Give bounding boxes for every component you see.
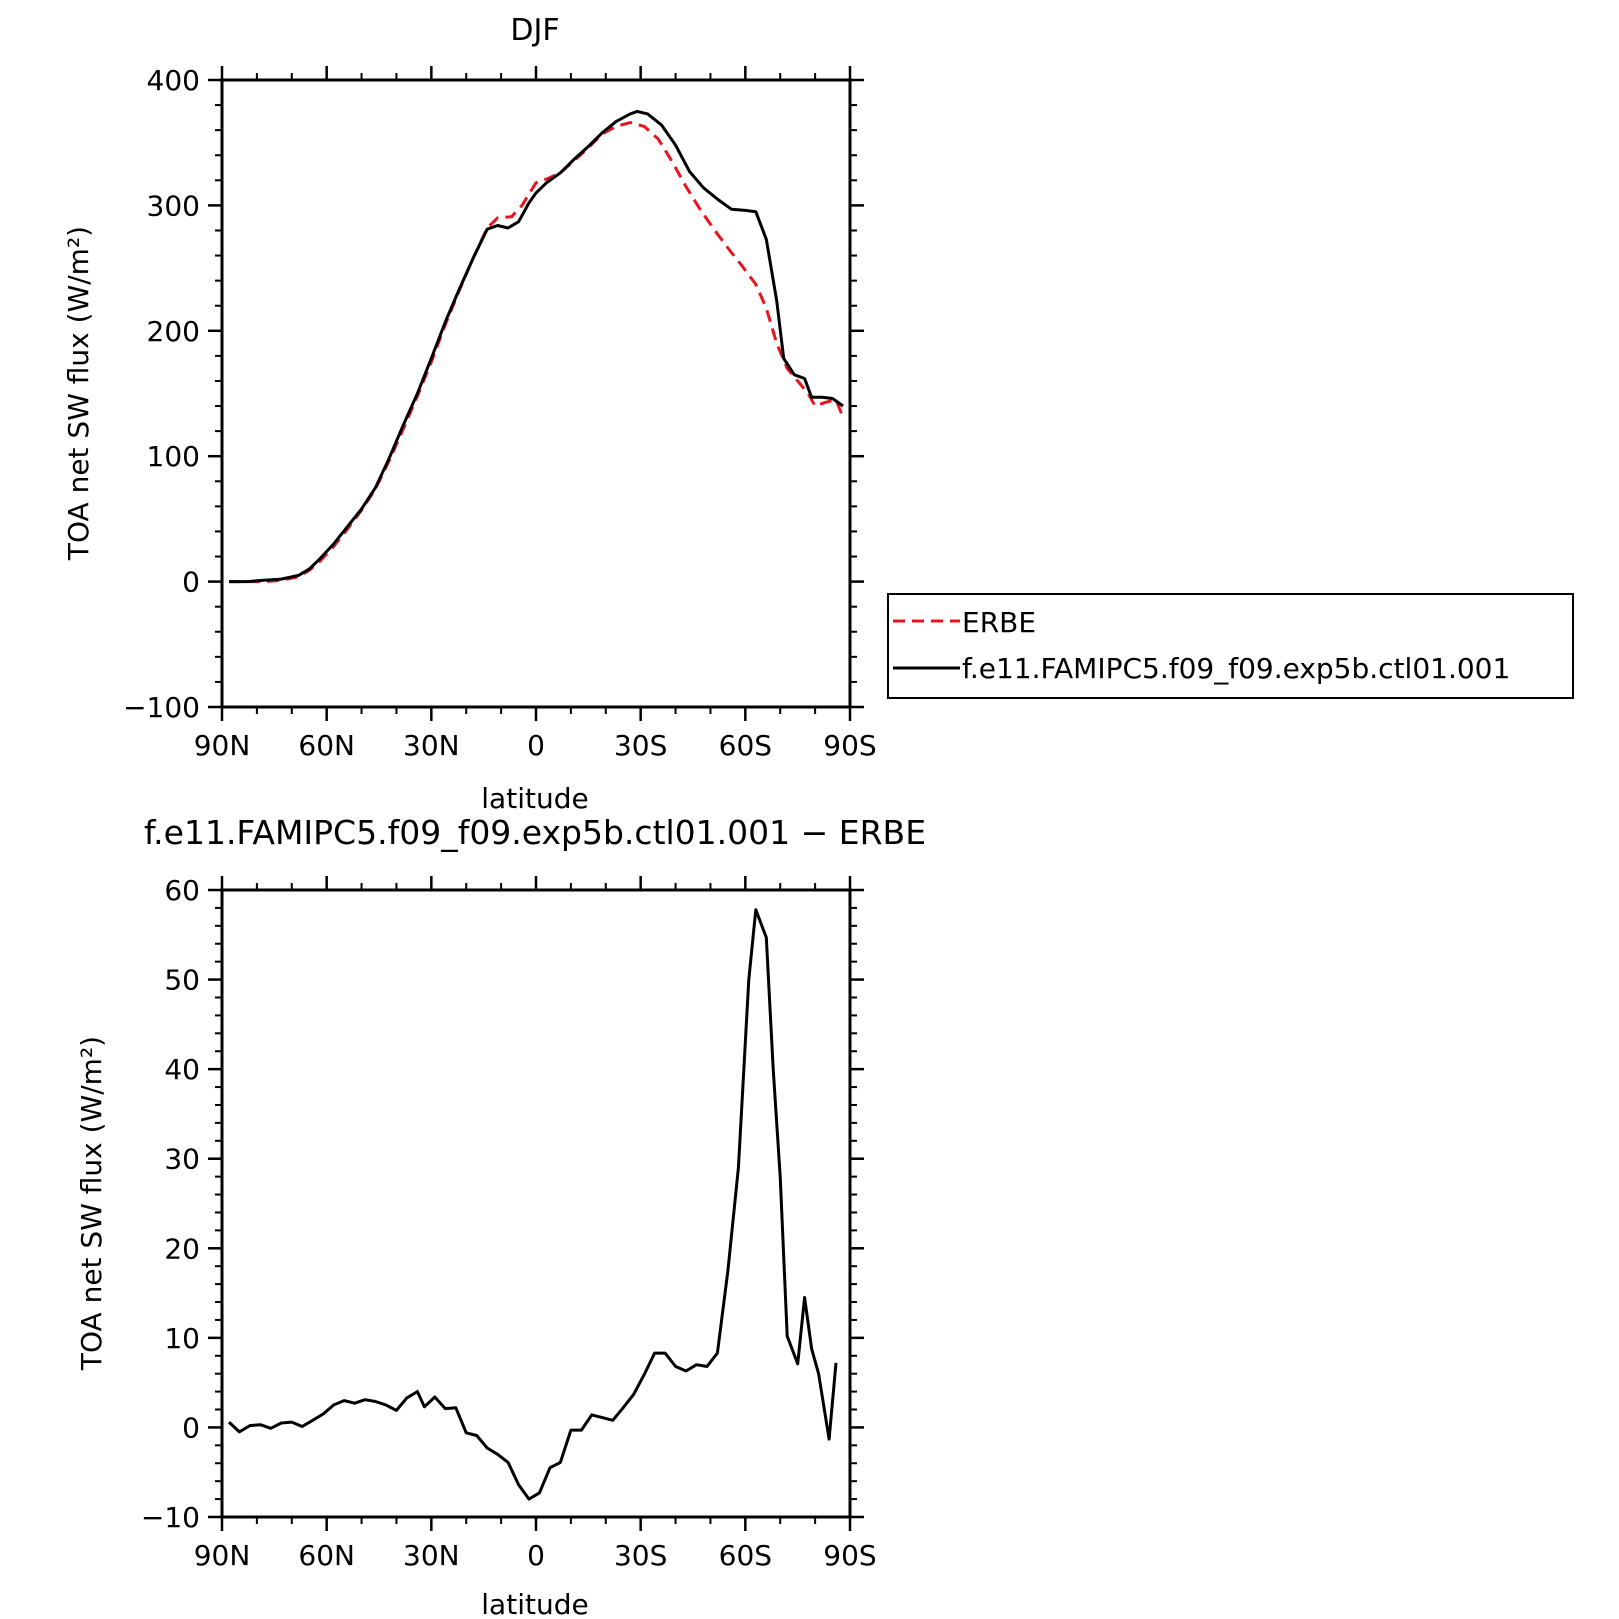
- y-tick-label: 200: [147, 315, 200, 348]
- chart-title: f.e11.FAMIPC5.f09_f09.exp5b.ctl01.001 − …: [144, 813, 926, 852]
- y-tick-labels: −10 0 10 20 30 40 50 60: [141, 874, 200, 1534]
- y-tick-label: 0: [182, 1411, 200, 1444]
- plot-frame: [220, 888, 852, 1519]
- x-tick-label: 90S: [823, 1539, 876, 1572]
- chart-title: DJF: [510, 13, 559, 48]
- legend-label-model: f.e11.FAMIPC5.f09_f09.exp5b.ctl01.001: [962, 652, 1510, 685]
- series-line-erbe: [229, 121, 845, 584]
- x-tick-label: 90N: [194, 1539, 251, 1572]
- x-tick-label: 30N: [403, 1539, 460, 1572]
- x-tick-label: 60S: [719, 1539, 772, 1572]
- x-tick-label: 0: [527, 729, 545, 762]
- y-tick-label: 30: [164, 1143, 200, 1176]
- y-axis-label: TOA net SW flux (W/m²): [62, 226, 95, 561]
- legend-box: [887, 593, 1574, 699]
- y-tick-label: 100: [147, 440, 200, 473]
- y-tick-label: 10: [164, 1322, 200, 1355]
- x-tick-label: 60N: [298, 1539, 355, 1572]
- y-tick-label: 60: [164, 874, 200, 907]
- y-tick-label: 20: [164, 1232, 200, 1265]
- y-tick-label: −10: [141, 1501, 200, 1534]
- series-line-difference: [227, 908, 838, 1501]
- y-tick-labels: −100 0 100 200 300 400: [123, 64, 200, 724]
- x-tick-label: 90N: [194, 729, 251, 762]
- axis-ticks: [208, 66, 864, 721]
- y-tick-label: 400: [147, 64, 200, 97]
- plot-frame: [220, 78, 852, 709]
- y-axis-label: TOA net SW flux (W/m²): [75, 1036, 108, 1371]
- x-tick-label: 30S: [614, 1539, 667, 1572]
- y-tick-label: 300: [147, 189, 200, 222]
- x-axis-label: latitude: [481, 1588, 588, 1619]
- x-tick-label: 90S: [823, 729, 876, 762]
- series-lines: [229, 109, 845, 584]
- y-tick-label: 40: [164, 1053, 200, 1086]
- x-tick-labels: 90N 60N 30N 0 30S 60S 90S: [194, 729, 877, 762]
- x-tick-label: 60N: [298, 729, 355, 762]
- x-tick-label: 30N: [403, 729, 460, 762]
- panel-difference: f.e11.FAMIPC5.f09_f09.exp5b.ctl01.001 − …: [75, 813, 926, 1619]
- legend: ERBE f.e11.FAMIPC5.f09_f09.exp5b.ctl01.0…: [887, 593, 1574, 699]
- series-lines: [227, 908, 838, 1501]
- axis-ticks: [208, 876, 864, 1531]
- y-tick-label: 50: [164, 964, 200, 997]
- x-tick-labels: 90N 60N 30N 0 30S 60S 90S: [194, 1539, 877, 1572]
- series-line-model: [229, 109, 844, 584]
- y-tick-label: 0: [182, 566, 200, 599]
- x-tick-label: 0: [527, 1539, 545, 1572]
- x-tick-label: 30S: [614, 729, 667, 762]
- y-tick-label: −100: [123, 691, 200, 724]
- x-axis-label: latitude: [481, 782, 588, 815]
- legend-label-erbe: ERBE: [962, 606, 1036, 639]
- x-tick-label: 60S: [719, 729, 772, 762]
